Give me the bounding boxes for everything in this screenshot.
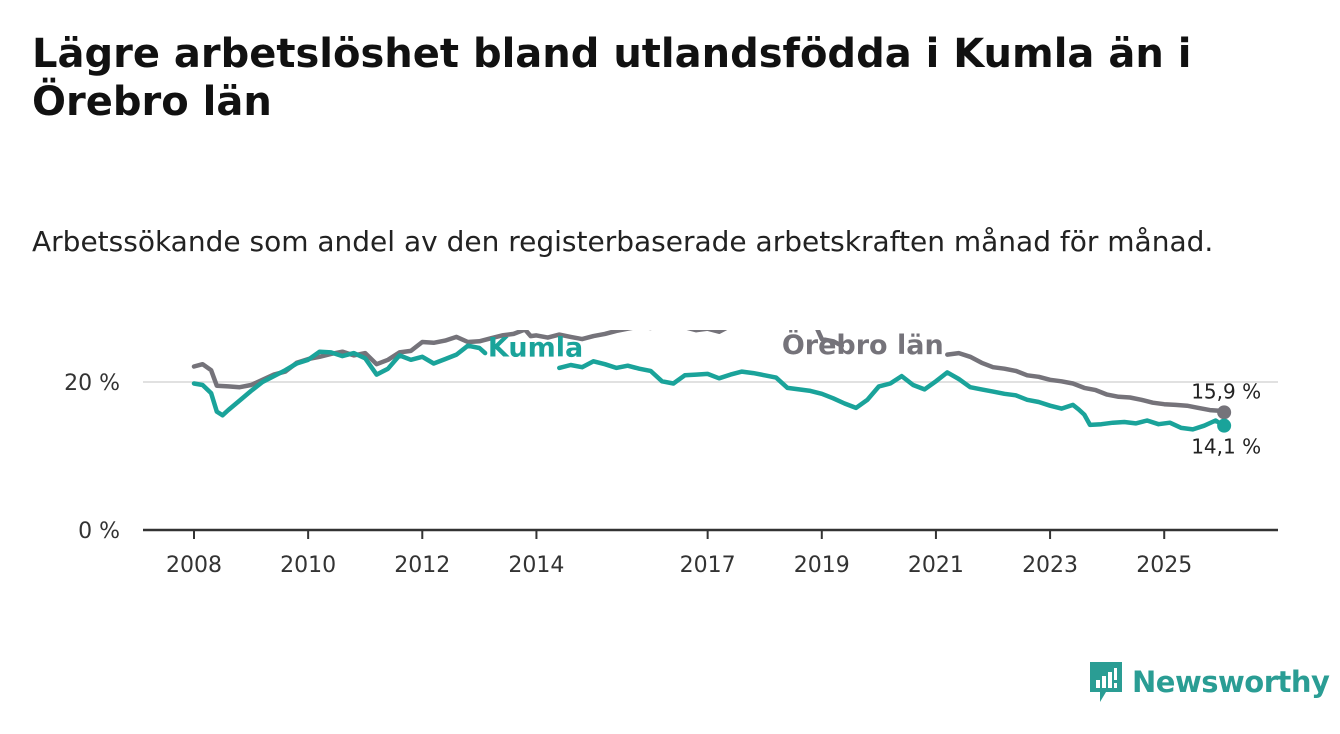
x-tick-label: 2010 [280,553,336,578]
series-layer [191,330,1232,433]
end-point-kumla [1217,418,1232,433]
x-tick-label: 2014 [508,553,564,578]
x-tick-label: 2021 [908,553,964,578]
x-tick-label: 2012 [394,553,450,578]
chart-title: Lägre arbetslöshet bland utlandsfödda i … [32,31,1192,125]
end-value-label-kumla: 14,1 % [1191,435,1261,459]
series-label--rebro-l-n: Örebro län [782,330,944,361]
end-value-label--rebro-l-n: 15,9 % [1191,379,1261,403]
newsworthy-logo: Newsworthy [1088,660,1330,704]
x-tick-label: 2019 [794,553,850,578]
y-tick-label: 20 % [64,371,120,396]
line-chart: 0 % 20 % 2008 2010 2012 2014 2017 2019 2021 2023 2… [64,330,1278,578]
series-line-kumla [191,343,488,418]
x-tick-label: 2023 [1022,553,1078,578]
series-line--rebro-l-n [945,350,1227,415]
x-tick-label: 2008 [166,553,222,578]
y-tick-label: 0 % [78,519,120,544]
axis-layer: 0 % 20 % 2008 2010 2012 2014 2017 2019 2021 2023 2… [64,371,1278,578]
x-tick-label: 2017 [680,553,736,578]
x-tick-label: 2025 [1136,553,1192,578]
label-layer: Örebro län 15,9 % Kumla 14,1 % [488,330,1261,459]
chart-subtitle: Arbetssökande som andel av den registerb… [32,225,1214,258]
series-line-kumla [557,359,1227,432]
end-point--rebro-l-n [1217,405,1232,420]
newsworthy-logo-icon [1090,662,1122,702]
series-label-kumla: Kumla [488,333,583,364]
brand-name: Newsworthy [1132,665,1330,699]
